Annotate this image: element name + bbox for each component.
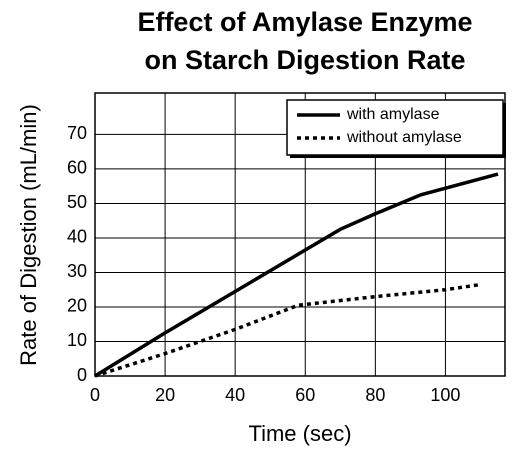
legend-shadow — [290, 155, 506, 158]
y-tick-label: 10 — [67, 330, 87, 350]
x-tick-label: 60 — [295, 385, 315, 405]
x-tick-label: 80 — [365, 385, 385, 405]
y-tick-label: 40 — [67, 227, 87, 247]
legend-label: without amylase — [346, 129, 462, 146]
x-tick-label: 100 — [430, 385, 460, 405]
legend-label: with amylase — [346, 106, 440, 123]
chart-title: Effect of Amylase Enzyme — [137, 7, 472, 37]
y-tick-label: 0 — [77, 365, 87, 385]
x-tick-label: 0 — [90, 385, 100, 405]
legend-shadow — [503, 103, 506, 158]
x-tick-label: 40 — [225, 385, 245, 405]
plot-frame — [94, 92, 506, 377]
legend-box — [286, 99, 504, 156]
chart-title: on Starch Digestion Rate — [144, 45, 465, 75]
line — [94, 172, 499, 378]
y-tick-label: 20 — [67, 296, 87, 316]
y-tick-label: 60 — [67, 158, 87, 178]
x-tick-label: 20 — [155, 385, 175, 405]
y-axis-label: Rate of Digestion (mL/min) — [16, 104, 41, 366]
y-tick-label: 50 — [67, 192, 87, 212]
line — [94, 282, 481, 378]
y-tick-label: 30 — [67, 261, 87, 281]
y-tick-label: 70 — [67, 123, 87, 143]
x-axis-label: Time (sec) — [248, 421, 351, 446]
